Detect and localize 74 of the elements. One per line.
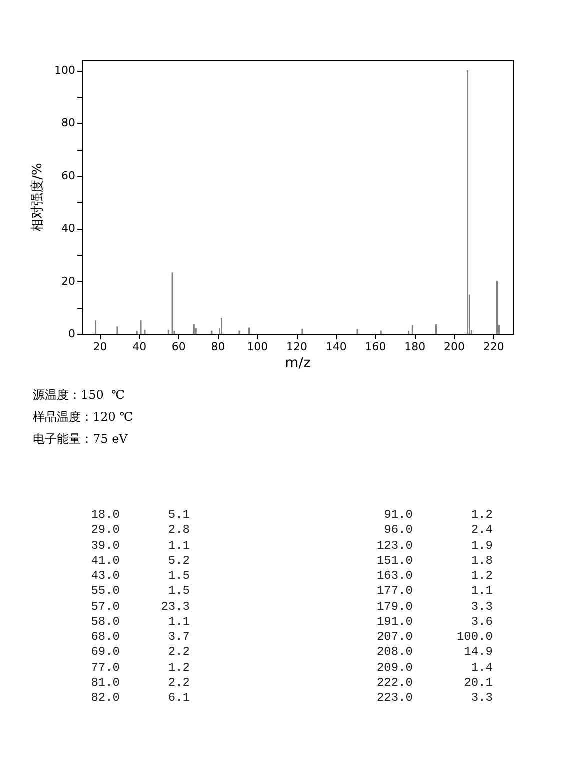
y-tick-label: 40 (62, 222, 76, 236)
y-tick-label: 100 (54, 64, 76, 78)
x-tick-label: 160 (365, 340, 386, 354)
text: 43.0 (91, 569, 120, 583)
text: 1.9 (471, 538, 493, 552)
y-axis-title: 相对强度/% (30, 163, 46, 232)
text: 1.1 (168, 538, 190, 552)
text: 5.2 (168, 554, 190, 568)
text: 69.0 (91, 645, 120, 660)
x-tick-label: 20 (93, 340, 108, 354)
text: 29.0 (91, 523, 120, 538)
text: 2.2 (168, 645, 190, 660)
text: 222.0 (376, 676, 413, 690)
text: 2.8 (168, 523, 190, 538)
x-axis-title: m/z (285, 356, 311, 372)
text: 123.0 (376, 538, 413, 552)
text: 100.0 (456, 630, 493, 644)
x-tick-label: 100 (247, 340, 268, 354)
text: 177.0 (376, 584, 413, 598)
x-tick-label: 120 (286, 340, 308, 354)
text: 1.5 (168, 584, 190, 598)
text: 1.1 (168, 614, 190, 629)
text: 6.1 (168, 691, 190, 705)
text: 1.2 (471, 569, 493, 583)
text: 18.0 (91, 508, 120, 522)
text: 96.0 (384, 523, 413, 538)
text: 58.0 (91, 614, 120, 629)
x-tick-label: 200 (444, 340, 465, 354)
y-tick-label: 80 (62, 116, 76, 130)
x-tick-label: 80 (211, 340, 226, 354)
text: 3.3 (471, 691, 493, 705)
text: 1.5 (168, 569, 190, 583)
y-tick-label: 60 (62, 169, 76, 182)
text: 1.2 (471, 508, 493, 522)
text: 163.0 (376, 569, 413, 583)
text: 55.0 (91, 584, 120, 598)
text: 77.0 (91, 660, 120, 674)
text: 39.0 (91, 538, 120, 552)
text: 82.0 (91, 691, 120, 705)
text: 20.1 (464, 676, 493, 690)
text: 3.3 (471, 600, 493, 614)
text: 3.7 (168, 630, 190, 644)
text: 208.0 (376, 645, 413, 660)
x-tick-label: 180 (404, 340, 426, 354)
text: 191.0 (376, 614, 413, 629)
text: 179.0 (376, 600, 413, 614)
text: 电子能量：75 eV (33, 431, 128, 448)
text: 5.1 (168, 508, 190, 522)
text: 223.0 (376, 691, 413, 705)
text: 3.6 (471, 614, 493, 629)
text: 源温度：150 ℃ (33, 387, 125, 404)
text: 207.0 (376, 630, 413, 644)
x-tick-label: 40 (132, 340, 147, 354)
text: 23.3 (161, 600, 190, 614)
text: 57.0 (91, 600, 120, 614)
text: 209.0 (376, 660, 413, 674)
text: 14.9 (464, 645, 493, 660)
text: 1.8 (471, 554, 493, 568)
text: 1.2 (168, 660, 190, 674)
x-tick-label: 140 (326, 340, 347, 354)
text: 1.1 (471, 584, 493, 598)
x-tick-label: 60 (172, 340, 186, 354)
text: 样品温度：120 ℃ (33, 409, 134, 426)
text: 41.0 (91, 554, 120, 568)
text: 2.4 (471, 523, 493, 538)
text: 2.2 (168, 676, 190, 690)
y-tick-label: 20 (62, 274, 76, 288)
text: 68.0 (91, 630, 120, 644)
text: 151.0 (376, 554, 413, 568)
text: 1.4 (471, 660, 493, 674)
x-tick-label: 220 (483, 340, 504, 354)
text: 91.0 (384, 508, 413, 522)
text: 81.0 (91, 676, 120, 690)
y-tick-label: 0 (68, 328, 76, 340)
